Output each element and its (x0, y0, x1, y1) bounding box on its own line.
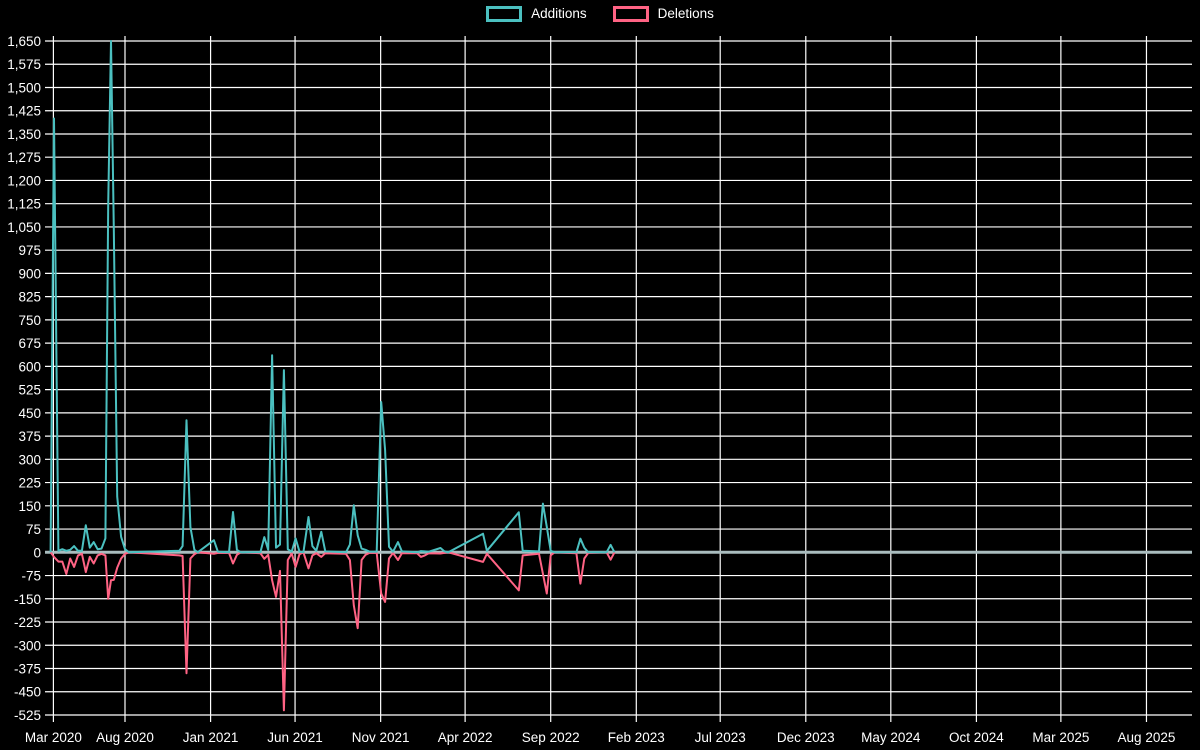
deletions-swatch-icon (612, 6, 649, 22)
x-tick-label: Sep 2022 (522, 730, 580, 745)
legend-item-additions[interactable]: Additions (486, 6, 587, 22)
y-tick-label: 900 (18, 266, 41, 281)
x-tick-label: Mar 2020 (25, 730, 82, 745)
y-tick-label: 300 (18, 452, 41, 467)
x-tick-label: Jun 2021 (267, 730, 323, 745)
legend-label-additions: Additions (531, 6, 587, 21)
y-tick-label: 1,575 (7, 57, 41, 72)
y-tick-label: 975 (18, 243, 41, 258)
y-tick-label: -525 (14, 708, 41, 723)
y-tick-label: 450 (18, 406, 41, 421)
x-tick-label: Jul 2023 (695, 730, 746, 745)
y-tick-label: 375 (18, 429, 41, 444)
y-tick-label: 675 (18, 336, 41, 351)
y-tick-label: 1,050 (7, 220, 41, 235)
x-tick-label: Nov 2021 (352, 730, 410, 745)
y-tick-label: -150 (14, 592, 41, 607)
chart-legend: Additions Deletions (0, 6, 1200, 22)
y-tick-label: -225 (14, 615, 41, 630)
y-tick-label: 150 (18, 499, 41, 514)
y-tick-label: -375 (14, 662, 41, 677)
x-tick-label: Aug 2020 (96, 730, 154, 745)
y-tick-label: 1,125 (7, 197, 41, 212)
x-tick-label: Aug 2025 (1118, 730, 1176, 745)
y-tick-label: 1,500 (7, 80, 41, 95)
x-tick-label: Dec 2023 (777, 730, 835, 745)
x-tick-label: May 2024 (861, 730, 921, 745)
y-tick-label: -450 (14, 685, 41, 700)
y-tick-label: 1,275 (7, 150, 41, 165)
y-tick-label: 1,425 (7, 104, 41, 119)
y-tick-label: 1,200 (7, 173, 41, 188)
additions-line (49, 40, 616, 554)
y-tick-label: -75 (21, 569, 41, 584)
y-tick-label: 0 (33, 545, 41, 560)
legend-item-deletions[interactable]: Deletions (612, 6, 714, 22)
legend-label-deletions: Deletions (657, 6, 714, 21)
x-tick-label: Oct 2024 (949, 730, 1004, 745)
y-tick-label: 750 (18, 313, 41, 328)
x-tick-label: Apr 2022 (438, 730, 493, 745)
x-tick-label: Jan 2021 (183, 730, 239, 745)
y-tick-label: 525 (18, 383, 41, 398)
y-tick-label: 1,650 (7, 34, 41, 49)
y-tick-label: 1,350 (7, 127, 41, 142)
x-tick-label: Mar 2025 (1032, 730, 1089, 745)
y-tick-label: 825 (18, 290, 41, 305)
y-tick-label: 600 (18, 359, 41, 374)
y-tick-label: 225 (18, 476, 41, 491)
y-tick-label: 75 (26, 522, 41, 537)
additions-swatch-icon (486, 6, 523, 22)
deletions-line (49, 551, 616, 712)
x-tick-label: Feb 2023 (608, 730, 665, 745)
y-tick-label: -300 (14, 638, 41, 653)
